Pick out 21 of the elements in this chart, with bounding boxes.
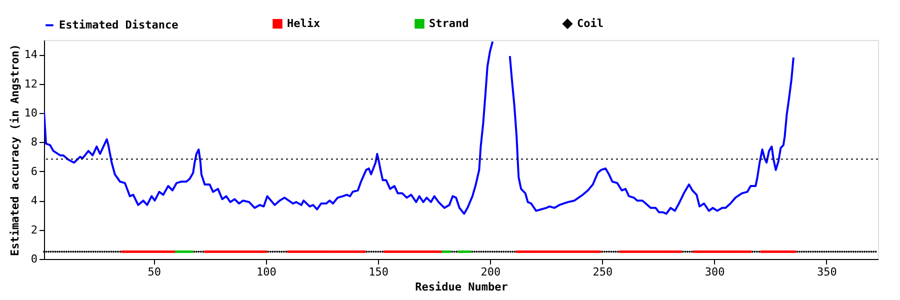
legend-label: Coil <box>577 16 604 30</box>
y-tick-label: 2 <box>30 223 38 236</box>
legend-label: Strand <box>429 16 469 30</box>
y-tick-label: 6 <box>30 164 38 178</box>
y-tick-label: 8 <box>30 136 38 149</box>
x-axis-title: Residue Number <box>415 280 508 294</box>
y-tick-label: 10 <box>24 106 38 120</box>
x-tick-label: 200 <box>480 266 501 278</box>
y-tick-label: 14 <box>24 48 38 62</box>
legend-label: Helix <box>287 16 320 30</box>
x-tick-label: 250 <box>592 266 613 278</box>
x-tick-label: 100 <box>256 266 276 278</box>
legend-label: Estimated Distance <box>59 18 179 32</box>
x-tick-label: 50 <box>148 266 161 278</box>
y-tick-label: 4 <box>30 194 38 208</box>
x-tick-label: 300 <box>704 266 725 278</box>
x-tick-label: 150 <box>368 266 388 278</box>
y-tick-label: 12 <box>24 77 38 90</box>
y-axis-title: Estimated accuracy (in Angstron) <box>8 44 22 256</box>
x-tick-label: 350 <box>817 266 837 278</box>
y-tick-label: 0 <box>30 252 38 266</box>
